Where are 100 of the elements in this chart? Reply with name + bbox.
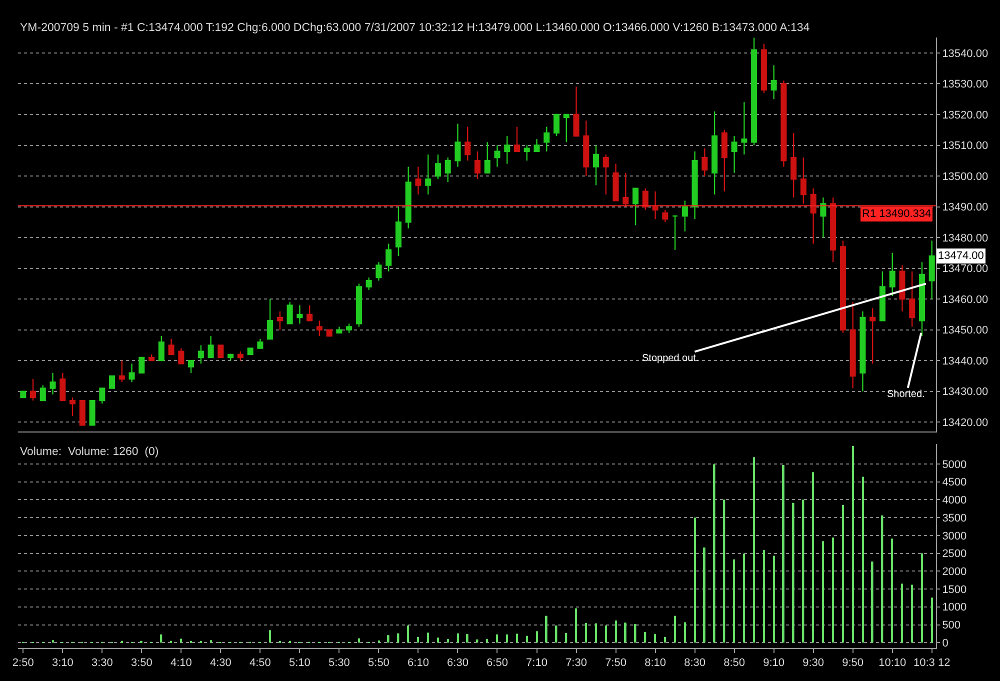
bar	[358, 638, 360, 643]
candlestick	[583, 120, 590, 177]
bar	[624, 622, 626, 643]
bar	[615, 620, 617, 643]
x-tick-label: 6:30	[447, 657, 468, 670]
candlestick	[494, 144, 500, 168]
candlestick	[692, 150, 698, 220]
candlestick	[751, 38, 758, 146]
candlestick	[395, 206, 402, 257]
candlestick	[198, 344, 204, 364]
candlestick	[237, 350, 244, 362]
candlestick	[909, 270, 916, 328]
x-tick-label: 9:50	[842, 657, 864, 670]
x-tick-label: 6:10	[408, 657, 429, 670]
candlestick	[810, 188, 816, 244]
candlestick	[148, 354, 155, 362]
candlestick	[346, 323, 352, 334]
text: 13474.00	[938, 250, 984, 262]
bar	[703, 548, 706, 643]
x-tick-label: 3:50	[130, 657, 152, 670]
y-tick-label: 13470.00	[942, 263, 988, 276]
x-tick-label: 2:50	[12, 657, 34, 670]
bar	[822, 541, 824, 643]
candlestick	[178, 348, 184, 364]
bar	[684, 622, 686, 643]
candlestick	[484, 142, 490, 174]
candlestick	[464, 126, 471, 162]
bar	[160, 634, 162, 643]
bar	[881, 515, 884, 643]
candlestick	[60, 372, 66, 402]
y-tick-label: 4000	[942, 494, 967, 507]
bar	[52, 640, 54, 643]
candlestick	[770, 64, 777, 100]
y-tick-label: 2000	[942, 566, 967, 578]
candlestick	[573, 86, 580, 137]
bar	[891, 538, 894, 643]
candlestick	[128, 363, 135, 383]
bar	[713, 464, 716, 643]
candlestick	[158, 335, 164, 362]
candlestick	[415, 166, 422, 196]
candlestick	[928, 240, 935, 300]
candlestick	[366, 276, 372, 290]
chart-title: YM-200709 5 min - #1 C:13474.000 T:192 Chg:6.000 DChg:63.000 7/31/2007 10:32:12 H:13479.000 L:13460.000 O:13466.000 V:1260 B:13473.000 A:134	[20, 22, 810, 34]
x-tick-label: 5:30	[328, 657, 350, 670]
bar	[871, 562, 874, 643]
bar	[664, 636, 666, 643]
bar	[575, 608, 577, 643]
candlestick	[267, 298, 274, 340]
y-tick-label: 4500	[942, 476, 967, 489]
candlestick	[820, 196, 826, 238]
x-tick-label: 7:50	[605, 657, 626, 670]
candlestick	[553, 114, 560, 137]
x-tick-label: 3:10	[52, 657, 74, 670]
y-tick-label: 3500	[942, 512, 967, 524]
candlestick	[356, 283, 362, 328]
candlestick	[632, 188, 639, 226]
candlestick	[89, 400, 96, 426]
y-tick-label: 0	[942, 637, 948, 650]
y-tick-label: 2500	[942, 548, 967, 560]
candlestick	[79, 400, 86, 426]
annotation: Stopped out.	[642, 353, 699, 364]
candlestick	[109, 375, 116, 389]
candlestick	[405, 166, 412, 229]
candlestick	[454, 123, 461, 168]
y-tick-label: 13520.00	[942, 109, 988, 122]
candlestick	[682, 200, 688, 232]
bar	[931, 598, 933, 643]
candlestick	[760, 43, 767, 94]
x-tick-label: 5:10	[289, 657, 310, 670]
candlestick	[208, 335, 214, 358]
candlestick	[118, 360, 125, 383]
candlestick	[662, 209, 668, 223]
candlestick	[138, 356, 145, 374]
bar	[496, 634, 498, 643]
candlestick	[889, 252, 896, 297]
candlestick	[712, 110, 718, 196]
candlestick	[444, 156, 451, 183]
y-tick-label: 1500	[942, 584, 967, 596]
annotation: Shorted.	[887, 389, 925, 400]
bar	[605, 625, 607, 643]
y-tick-label: 13500.00	[942, 170, 988, 183]
candlestick	[612, 163, 619, 202]
bar	[457, 633, 459, 643]
y-tick-label: 13440.00	[942, 355, 988, 368]
bar	[802, 500, 804, 643]
ref-line-label: R1 13490.334	[862, 208, 932, 220]
candlestick	[544, 126, 550, 152]
bar	[644, 632, 646, 643]
candlestick	[228, 354, 234, 362]
y-tick-label: 13420.00	[942, 416, 988, 429]
candlestick	[276, 310, 283, 330]
y-tick-label: 3000	[942, 530, 967, 542]
candlestick	[602, 154, 609, 196]
candlestick	[731, 135, 738, 174]
x-tick-label: 5:50	[368, 657, 390, 670]
candlestick	[702, 148, 708, 177]
candlestick	[168, 338, 174, 356]
bar	[733, 559, 736, 643]
candlestick	[524, 144, 530, 162]
bar	[654, 634, 656, 643]
